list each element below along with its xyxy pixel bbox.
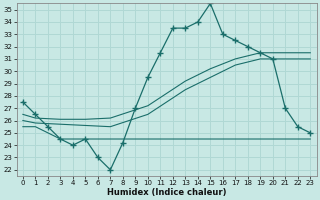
X-axis label: Humidex (Indice chaleur): Humidex (Indice chaleur) [107,188,226,197]
